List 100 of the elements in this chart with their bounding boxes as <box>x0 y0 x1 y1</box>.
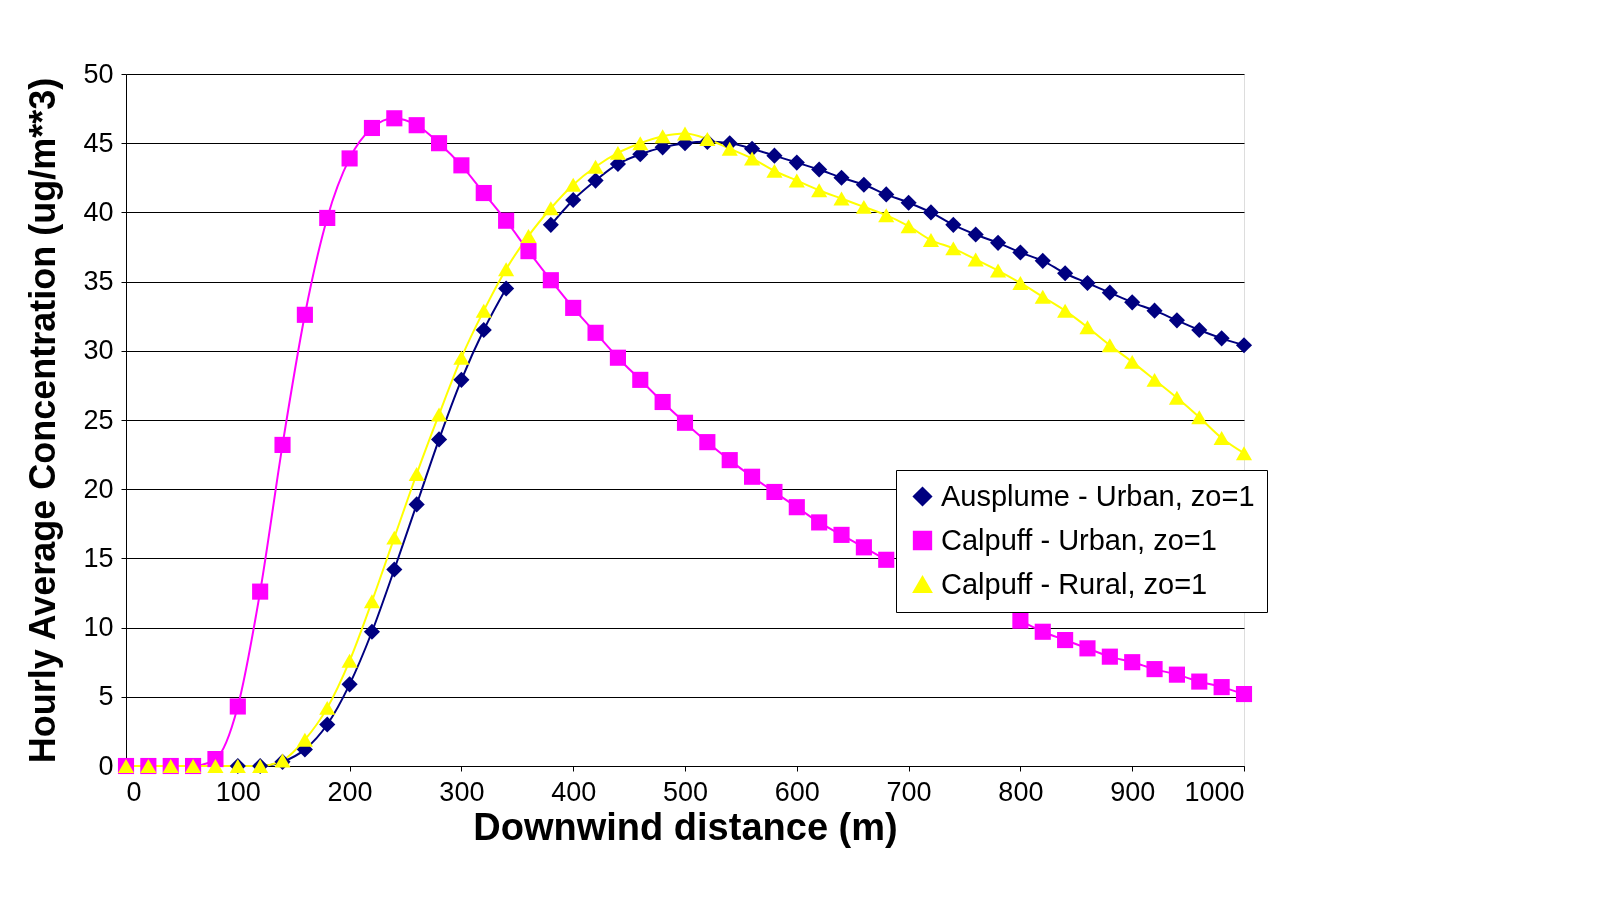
point <box>363 594 381 609</box>
point <box>252 583 269 600</box>
point <box>632 136 649 151</box>
point <box>520 243 537 260</box>
point <box>699 434 716 451</box>
point <box>788 173 805 188</box>
point <box>565 299 582 316</box>
point <box>811 514 828 531</box>
x-tick-label: 0 <box>126 776 142 807</box>
point <box>319 209 336 226</box>
point <box>989 234 1007 251</box>
point <box>1124 294 1141 311</box>
y-tick-label: 15 <box>83 542 114 573</box>
point <box>654 129 671 144</box>
point <box>296 732 313 747</box>
y-tick-label: 20 <box>83 473 114 504</box>
point <box>721 452 738 469</box>
point <box>766 163 783 178</box>
point <box>1057 631 1074 649</box>
point <box>430 431 448 448</box>
point <box>587 172 604 189</box>
point <box>967 226 984 243</box>
point <box>453 157 470 174</box>
point <box>788 154 805 171</box>
x-tick-label: 300 <box>439 776 485 807</box>
point <box>900 194 917 211</box>
y-axis-title: Hourly Average Concentration (ug/m**3) <box>22 77 64 764</box>
x-tick-label: 400 <box>551 776 597 807</box>
point <box>363 623 381 640</box>
point <box>811 183 828 198</box>
point <box>1124 354 1141 369</box>
point <box>855 539 872 556</box>
point <box>1101 338 1118 353</box>
point <box>788 499 805 516</box>
x-tick-label: 500 <box>662 776 709 807</box>
point <box>632 371 649 388</box>
y-tick-label: 30 <box>83 335 114 366</box>
point <box>296 306 313 323</box>
point <box>766 483 783 501</box>
point <box>1101 284 1118 301</box>
point <box>833 526 850 543</box>
point <box>408 466 425 481</box>
y-tick-label: 45 <box>83 127 114 158</box>
point <box>1034 289 1051 304</box>
point <box>1213 330 1230 347</box>
point <box>1101 648 1118 665</box>
point <box>430 135 448 152</box>
point <box>408 496 425 513</box>
point <box>833 169 850 186</box>
point <box>341 653 358 668</box>
x-tick-label: 800 <box>998 776 1044 807</box>
point <box>721 141 738 156</box>
point <box>587 324 604 341</box>
point <box>676 126 694 141</box>
point <box>855 176 872 193</box>
point <box>744 468 761 485</box>
point <box>1191 321 1208 339</box>
point <box>475 184 492 202</box>
point <box>1012 244 1029 261</box>
point <box>1168 390 1185 405</box>
point <box>1213 679 1230 696</box>
legend-label: Calpuff - Rural, zo=1 <box>941 567 1208 600</box>
point <box>587 159 604 174</box>
point <box>744 151 761 166</box>
point <box>386 561 403 578</box>
point <box>363 119 381 137</box>
point <box>676 414 694 431</box>
point <box>900 219 917 234</box>
point <box>475 321 492 339</box>
point <box>1213 431 1230 445</box>
point <box>744 140 761 157</box>
point <box>922 204 940 221</box>
point <box>811 161 828 178</box>
x-tick-label: 200 <box>327 776 373 807</box>
point <box>498 212 515 229</box>
legend-label: Ausplume - Urban, zo=1 <box>941 479 1255 512</box>
point <box>989 263 1007 278</box>
x-tick-label: 900 <box>1110 776 1156 807</box>
y-tick-label: 5 <box>98 681 114 712</box>
point <box>967 252 984 267</box>
point <box>1146 661 1163 678</box>
point <box>1012 612 1029 629</box>
point <box>498 262 515 277</box>
point <box>609 145 626 160</box>
point <box>207 759 224 773</box>
point <box>1168 666 1185 683</box>
x-tick-label: 600 <box>774 776 820 807</box>
point <box>408 117 425 134</box>
point <box>542 216 559 233</box>
y-tick-label: 25 <box>83 404 114 435</box>
point <box>1235 685 1253 703</box>
y-tick-label: 40 <box>83 196 114 227</box>
point <box>654 393 671 411</box>
point <box>542 201 559 216</box>
point <box>855 199 872 214</box>
x-tick-label: 700 <box>886 776 932 807</box>
point <box>1079 274 1096 292</box>
point <box>319 716 336 733</box>
point <box>1034 252 1051 269</box>
point <box>878 208 895 223</box>
